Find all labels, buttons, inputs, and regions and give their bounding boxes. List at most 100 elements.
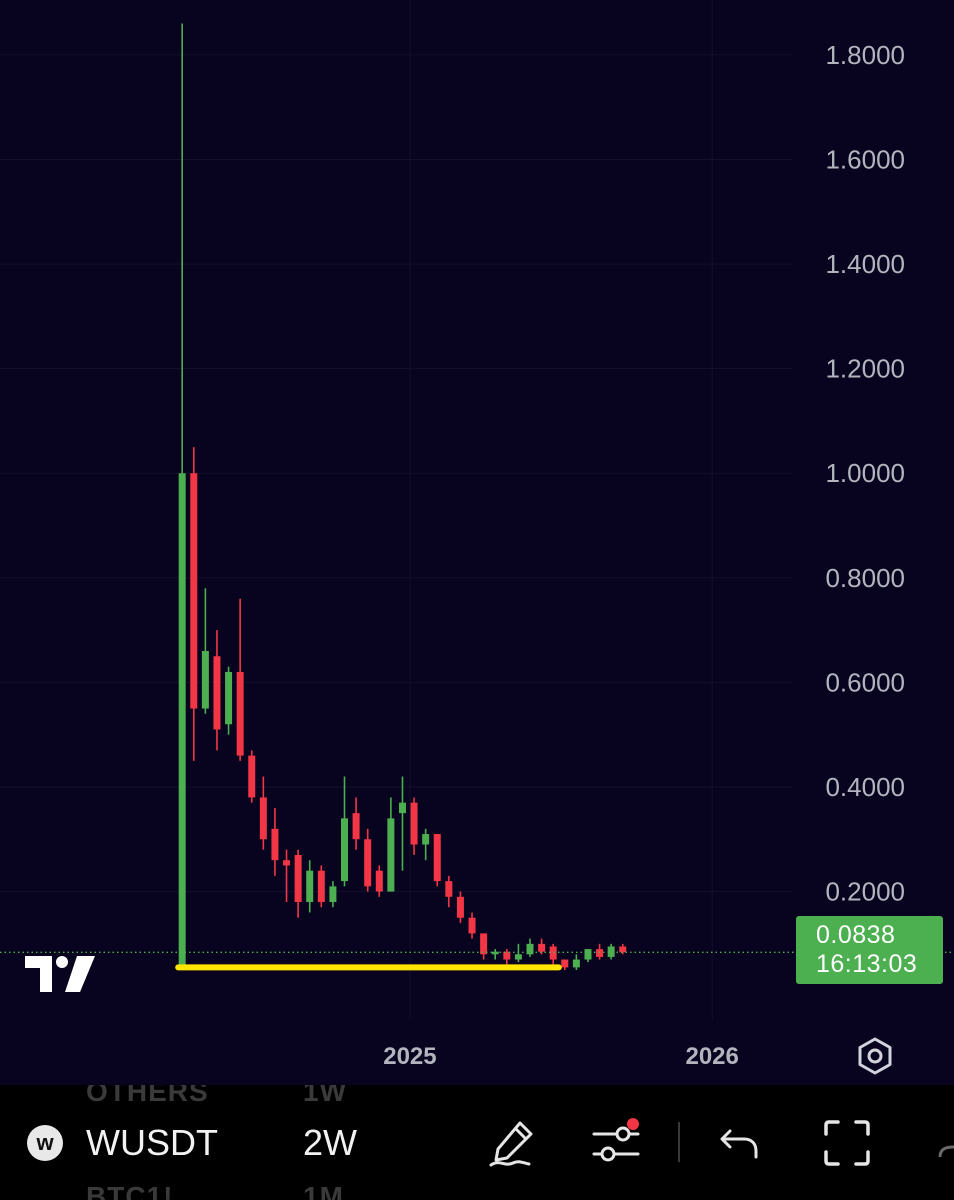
candle-down <box>364 828 372 892</box>
candle-body <box>248 755 256 798</box>
candle-up <box>491 949 499 960</box>
chart-settings-icon[interactable] <box>855 1036 895 1076</box>
candle-body <box>201 651 209 709</box>
y-tick-label: 1.6000 <box>825 144 905 174</box>
candle-body <box>468 917 476 934</box>
candle-down <box>283 849 291 903</box>
candle-down <box>236 598 244 761</box>
candle-down <box>294 849 302 918</box>
candle-body <box>259 797 267 840</box>
candle-body <box>572 959 580 968</box>
candle-down <box>271 807 279 876</box>
background-row-symbol: OTHERS <box>86 1085 209 1107</box>
x-tick-label: 2025 <box>383 1043 436 1070</box>
candle-up <box>607 943 615 960</box>
candle-down <box>248 750 256 803</box>
candle-body <box>514 954 522 960</box>
y-tick-label: 0.2000 <box>825 877 905 907</box>
candle-down <box>561 959 569 971</box>
candle-down <box>445 875 453 908</box>
candle-body <box>538 943 546 952</box>
candle-down <box>538 938 546 955</box>
last-price-badge: 0.0838 16:13:03 <box>796 916 943 984</box>
candle-up <box>398 776 406 871</box>
y-tick-label: 0.4000 <box>825 772 905 802</box>
candle-down <box>190 447 198 761</box>
candle-body <box>607 946 615 957</box>
candle-body <box>526 943 534 955</box>
candle-body <box>283 860 291 866</box>
y-tick-label: 0.8000 <box>825 563 905 593</box>
candle-body <box>178 473 186 965</box>
symbol-button[interactable]: WUSDT <box>86 1122 218 1163</box>
last-price-value: 0.0838 <box>816 921 896 949</box>
candle-up <box>225 666 233 735</box>
pen-icon[interactable] <box>487 1117 539 1169</box>
fullscreen-icon[interactable] <box>821 1117 873 1169</box>
candle-body <box>561 959 569 968</box>
candle-body <box>456 896 464 918</box>
candles <box>178 23 627 971</box>
candle-down <box>213 630 221 751</box>
more-tools-icon[interactable] <box>934 1117 954 1169</box>
undo-icon[interactable] <box>716 1117 768 1169</box>
candle-down <box>433 834 441 887</box>
symbol-logo-icon[interactable]: w <box>27 1125 63 1161</box>
candle-body <box>503 951 511 960</box>
candle-body <box>410 802 418 845</box>
candle-up <box>572 954 580 971</box>
candle-down <box>375 865 383 897</box>
candle-body <box>375 870 383 892</box>
tradingview-logo-icon <box>25 956 95 992</box>
candle-down <box>259 776 267 850</box>
x-tick-label: 2026 <box>685 1043 738 1070</box>
y-tick-label: 1.2000 <box>825 354 905 384</box>
overlays <box>0 951 954 971</box>
candle-down <box>317 865 325 908</box>
chart-area[interactable]: 1.8000 1.6000 1.4000 1.2000 1.0000 0.8000 0.60… <box>0 0 954 1085</box>
candle-body <box>584 949 592 960</box>
indicator-settings-icon[interactable] <box>590 1117 642 1169</box>
candle-down <box>503 949 511 965</box>
candle-body <box>236 671 244 756</box>
toolbar-divider <box>678 1122 680 1162</box>
candle-up <box>341 776 348 887</box>
candle-body <box>387 818 395 892</box>
candle-up <box>526 938 534 957</box>
candle-body <box>480 933 488 955</box>
background-row-timeframe: 1M <box>303 1181 344 1200</box>
candle-up <box>387 797 395 892</box>
candle-body <box>271 828 279 861</box>
grid-lines <box>0 0 792 1020</box>
candle-down <box>352 797 360 850</box>
y-tick-label: 1.4000 <box>825 249 905 279</box>
y-tick-label: 0.6000 <box>825 667 905 697</box>
axes: 1.8000 1.6000 1.4000 1.2000 1.0000 0.8000 0.60… <box>383 40 905 1070</box>
candle-body <box>364 839 372 887</box>
candle-up <box>584 949 592 963</box>
y-tick-label: 1.0000 <box>825 458 905 488</box>
bottom-toolbar: OTHERS 1W BTC1! 1M <box>0 1085 954 1200</box>
candle-body <box>341 818 348 882</box>
candle-body <box>445 881 453 897</box>
candle-body <box>549 946 557 960</box>
bar-countdown: 16:13:03 <box>816 950 918 978</box>
candle-down <box>456 891 464 923</box>
candle-body <box>317 870 325 903</box>
candle-down <box>468 912 476 939</box>
y-tick-label: 1.8000 <box>825 40 905 70</box>
candle-body <box>225 671 233 725</box>
candle-body <box>491 951 499 955</box>
candle-body <box>398 802 406 814</box>
timeframe-button[interactable]: 2W <box>303 1122 357 1163</box>
candlestick-chart[interactable]: 1.8000 1.6000 1.4000 1.2000 1.0000 0.8000 0.60… <box>0 0 954 1085</box>
candle-up <box>514 943 522 963</box>
candle-up <box>201 588 209 714</box>
candle-up <box>422 828 430 861</box>
candle-body <box>329 886 337 903</box>
candle-body <box>306 870 314 903</box>
background-row-timeframe: 1W <box>303 1085 347 1107</box>
background-row-symbol: BTC1! <box>86 1181 174 1200</box>
candle-down <box>480 933 488 960</box>
candle-down <box>619 943 627 955</box>
